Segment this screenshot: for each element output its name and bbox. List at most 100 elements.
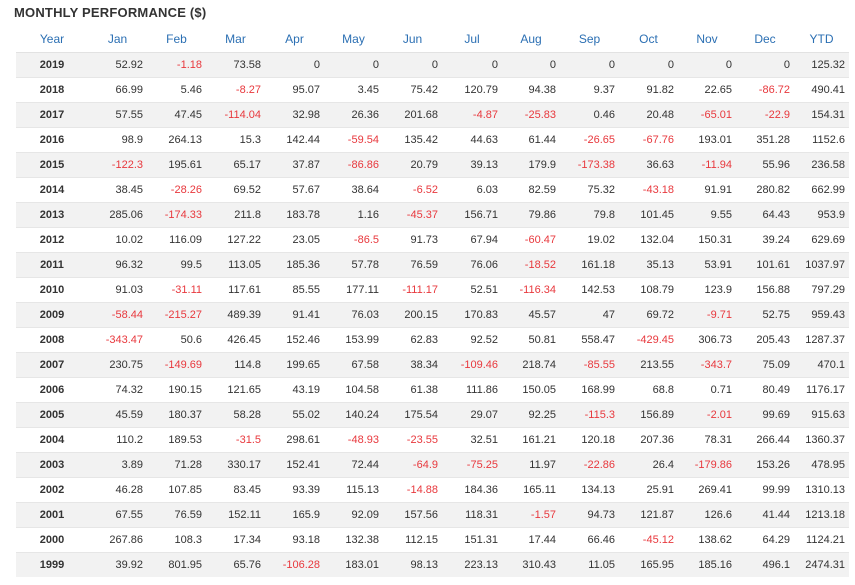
value-cell: 180.37 — [147, 402, 206, 428]
value-cell: 92.09 — [324, 502, 383, 528]
value-cell: 50.81 — [502, 327, 560, 353]
value-cell: 74.32 — [88, 377, 147, 403]
value-cell: 114.8 — [206, 352, 265, 378]
value-cell: 65.76 — [206, 552, 265, 577]
value-cell: 801.95 — [147, 552, 206, 577]
value-cell: 15.3 — [206, 127, 265, 153]
value-cell: 490.41 — [794, 77, 849, 103]
value-cell: -86.5 — [324, 227, 383, 253]
value-cell: 39.92 — [88, 552, 147, 577]
value-cell: 57.55 — [88, 102, 147, 128]
value-cell: 50.6 — [147, 327, 206, 353]
value-cell: 61.38 — [383, 377, 442, 403]
value-cell: -31.11 — [147, 277, 206, 303]
year-cell: 2006 — [16, 377, 88, 403]
value-cell: -14.88 — [383, 477, 442, 503]
value-cell: 154.31 — [794, 102, 849, 128]
table-row: 2018 66.99 5.46 -8.27 95.07 3.45 75.42 120.79 94… — [16, 77, 849, 103]
value-cell: 156.88 — [736, 277, 794, 303]
year-cell: 2009 — [16, 302, 88, 328]
value-cell: 11.05 — [560, 552, 619, 577]
value-cell: 9.37 — [560, 77, 619, 103]
value-cell: 98.9 — [88, 127, 147, 153]
value-cell: 161.21 — [502, 427, 560, 453]
value-cell: -18.52 — [502, 252, 560, 278]
column-header-jul: Jul — [442, 26, 502, 53]
column-header-dec: Dec — [736, 26, 794, 53]
value-cell: 118.31 — [442, 502, 502, 528]
value-cell: 76.59 — [147, 502, 206, 528]
value-cell: 236.58 — [794, 152, 849, 178]
value-cell: 185.16 — [678, 552, 736, 577]
value-cell: 185.36 — [265, 252, 324, 278]
year-cell: 2002 — [16, 477, 88, 503]
value-cell: 61.44 — [502, 127, 560, 153]
value-cell: 201.68 — [383, 102, 442, 128]
value-cell: -45.37 — [383, 202, 442, 228]
year-cell: 2012 — [16, 227, 88, 253]
table-row: 2000 267.86 108.3 17.34 93.18 132.38 112.15 151… — [16, 527, 849, 553]
column-header-jan: Jan — [88, 26, 147, 53]
value-cell: 75.42 — [383, 77, 442, 103]
value-cell: 195.61 — [147, 152, 206, 178]
value-cell: 52.75 — [736, 302, 794, 328]
value-cell: 92.25 — [502, 402, 560, 428]
table-row: 2015 -122.3 195.61 65.17 37.87 -86.86 20.79 39.… — [16, 152, 849, 178]
value-cell: 108.79 — [619, 277, 678, 303]
value-cell: 426.45 — [206, 327, 265, 353]
value-cell: 112.15 — [383, 527, 442, 553]
value-cell: 142.44 — [265, 127, 324, 153]
value-cell: 1.16 — [324, 202, 383, 228]
value-cell: 193.01 — [678, 127, 736, 153]
value-cell: 298.61 — [265, 427, 324, 453]
value-cell: -11.94 — [678, 152, 736, 178]
value-cell: 25.91 — [619, 477, 678, 503]
value-cell: 91.03 — [88, 277, 147, 303]
year-cell: 1999 — [16, 552, 88, 577]
value-cell: 26.4 — [619, 452, 678, 478]
value-cell: 1360.37 — [794, 427, 849, 453]
value-cell: 218.74 — [502, 352, 560, 378]
value-cell: 280.82 — [736, 177, 794, 203]
value-cell: 22.65 — [678, 77, 736, 103]
value-cell: 17.34 — [206, 527, 265, 553]
value-cell: 915.63 — [794, 402, 849, 428]
value-cell: 29.07 — [442, 402, 502, 428]
value-cell: 82.59 — [502, 177, 560, 203]
value-cell: 207.36 — [619, 427, 678, 453]
table-row: 2002 46.28 107.85 83.45 93.39 115.13 -14.88 184… — [16, 477, 849, 503]
value-cell: 629.69 — [794, 227, 849, 253]
value-cell: 0 — [736, 52, 794, 78]
value-cell: 20.79 — [383, 152, 442, 178]
value-cell: 6.03 — [442, 177, 502, 203]
value-cell: 662.99 — [794, 177, 849, 203]
value-cell: 110.2 — [88, 427, 147, 453]
value-cell: 558.47 — [560, 327, 619, 353]
value-cell: 132.04 — [619, 227, 678, 253]
value-cell: 121.87 — [619, 502, 678, 528]
value-cell: -64.9 — [383, 452, 442, 478]
value-cell: 41.44 — [736, 502, 794, 528]
value-cell: 478.95 — [794, 452, 849, 478]
table-row: 2006 74.32 190.15 121.65 43.19 104.58 61.38 111… — [16, 377, 849, 403]
value-cell: -75.25 — [442, 452, 502, 478]
value-cell: -9.71 — [678, 302, 736, 328]
value-cell: 69.72 — [619, 302, 678, 328]
value-cell: 64.29 — [736, 527, 794, 553]
value-cell: 189.53 — [147, 427, 206, 453]
value-cell: 78.31 — [678, 427, 736, 453]
value-cell: 953.9 — [794, 202, 849, 228]
value-cell: 116.09 — [147, 227, 206, 253]
year-cell: 2000 — [16, 527, 88, 553]
column-header-feb: Feb — [147, 26, 206, 53]
year-cell: 2003 — [16, 452, 88, 478]
value-cell: -8.27 — [206, 77, 265, 103]
value-cell: -6.52 — [383, 177, 442, 203]
value-cell: 79.8 — [560, 202, 619, 228]
value-cell: 151.31 — [442, 527, 502, 553]
value-cell: 67.58 — [324, 352, 383, 378]
value-cell: 45.59 — [88, 402, 147, 428]
year-cell: 2011 — [16, 252, 88, 278]
value-cell: 0.71 — [678, 377, 736, 403]
value-cell: 32.98 — [265, 102, 324, 128]
